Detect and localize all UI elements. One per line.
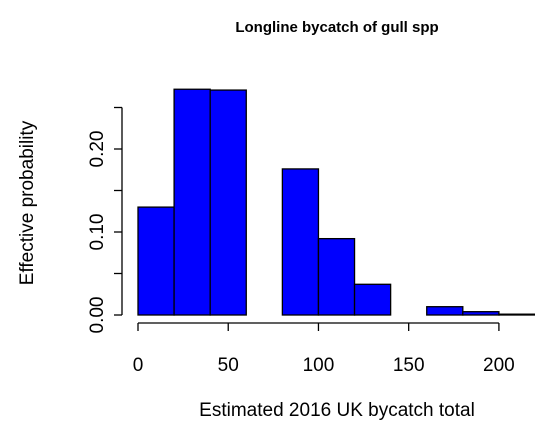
y-axis-label: Effective probability: [17, 120, 38, 285]
bar: [281, 168, 320, 316]
x-tick-label: 0: [133, 355, 144, 376]
x-tick-label: 150: [393, 355, 425, 376]
x-tick-label: 100: [303, 355, 335, 376]
bar: [498, 313, 535, 316]
bar: [173, 88, 211, 316]
x-axis-label: Estimated 2016 UK bycatch total: [199, 400, 475, 421]
chart-title: Longline bycatch of gull spp: [235, 19, 438, 36]
bar: [353, 283, 392, 316]
y-tick-label: 0.10: [87, 214, 108, 251]
y-tick-label: 0.00: [87, 297, 108, 334]
x-tick-label: 200: [483, 355, 515, 376]
bar: [317, 237, 356, 316]
y-tick-label: 0.20: [87, 131, 108, 168]
bar: [137, 206, 175, 316]
bar: [209, 89, 247, 316]
bar: [426, 306, 464, 316]
bar: [462, 311, 500, 316]
x-tick-label: 50: [218, 355, 239, 376]
